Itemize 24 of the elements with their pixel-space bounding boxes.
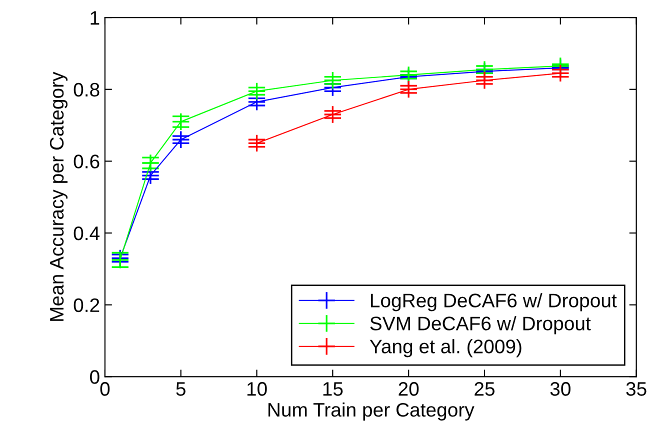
x-tick-label: 0	[100, 382, 110, 396]
x-tick-label: 15	[323, 382, 343, 396]
point	[248, 134, 266, 152]
y-tick-label: 0.2	[74, 298, 100, 312]
x-tick-label: 35	[626, 382, 646, 396]
x-tick-label: 5	[176, 382, 186, 396]
x-tick-label: 10	[247, 382, 267, 396]
y-tick-label: 0	[90, 370, 100, 384]
x-tick-label: 30	[550, 382, 570, 396]
y-tick-label: 1	[90, 11, 100, 25]
legend-label: Yang et al. (2009)	[370, 339, 522, 358]
x-axis-title: Num Train per Category	[268, 402, 474, 421]
legend-label: SVM DeCAF6 w/ Dropout	[370, 316, 591, 334]
y-tick-label: 0.4	[74, 226, 100, 240]
x-tick-label: 25	[474, 382, 495, 396]
x-tick-label: 20	[398, 382, 419, 396]
legend-label: LogReg DeCAF6 w/ Dropout	[370, 293, 617, 312]
y-tick-label: 0.6	[74, 154, 100, 168]
y-axis-title: Mean Accuracy per Category	[50, 72, 68, 321]
y-tick-label: 0.8	[74, 82, 100, 97]
point	[172, 112, 190, 131]
point	[172, 130, 190, 149]
point	[399, 80, 418, 99]
point	[324, 105, 342, 124]
